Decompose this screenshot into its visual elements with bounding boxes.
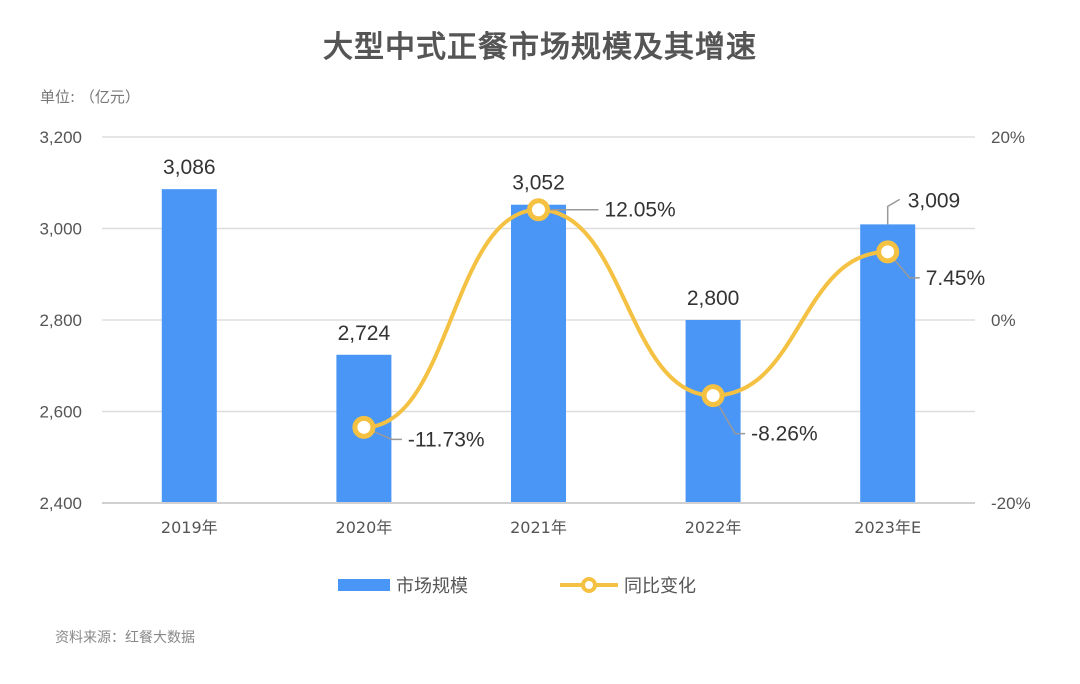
left-tick-label: 3,200 — [39, 128, 82, 147]
legend-label-market-size: 市场规模 — [396, 576, 468, 597]
line-value-label: 7.45% — [926, 267, 986, 290]
bar — [860, 224, 916, 502]
x-tick-label: 2019年 — [161, 518, 218, 537]
line-marker-icon — [352, 415, 376, 439]
right-tick-label: 0% — [991, 311, 1016, 330]
line-series — [361, 207, 890, 430]
line-value-label: -11.73% — [408, 428, 485, 451]
bar-value-label: 3,052 — [512, 172, 565, 195]
right-tick-label: -20% — [991, 494, 1031, 513]
chart-title: 大型中式正餐市场规模及其增速 — [323, 30, 757, 65]
line-value-label: 12.05% — [605, 199, 676, 222]
x-tick-label: 2020年 — [336, 518, 393, 537]
bar-series — [161, 189, 916, 502]
bar — [161, 189, 217, 502]
label-leader-line — [886, 198, 901, 225]
x-tick-label: 2023年E — [854, 518, 921, 537]
left-axis: 2,400 2,600 2,800 3,000 3,200 — [39, 128, 82, 513]
bar-labels: 3,086 2,724 3,052 2,800 3,009 — [163, 156, 960, 345]
line-marker-icon — [527, 198, 550, 222]
label-leader-line — [712, 395, 746, 435]
legend-item-market-size: 市场规模 — [338, 572, 468, 598]
bar-swatch-icon — [338, 579, 390, 591]
unit-label: 单位: （亿元） — [40, 88, 140, 106]
trend-line — [361, 207, 890, 430]
left-tick-label: 2,600 — [39, 403, 82, 422]
left-tick-label: 3,000 — [39, 220, 82, 239]
line-marker-icon — [876, 240, 900, 264]
bar — [685, 320, 741, 502]
x-axis: 2019年 2020年 2021年 2022年 2023年E — [161, 518, 921, 537]
line-value-label: -8.26% — [751, 423, 818, 446]
line-marker-swatch-icon — [560, 577, 618, 593]
legend: 市场规模 同比变化 — [0, 572, 1080, 600]
left-tick-label: 2,400 — [39, 494, 82, 513]
bar-value-label: 2,724 — [338, 322, 391, 345]
right-tick-label: 20% — [991, 128, 1025, 147]
bar-value-label: 2,800 — [687, 287, 740, 310]
chart-plot: 2,400 2,600 2,800 3,000 3,200 -20% 0% 20% 2019… — [39, 128, 1031, 537]
bar-value-label: 3,009 — [908, 189, 961, 212]
bar-value-label: 3,086 — [163, 156, 216, 179]
bar — [511, 204, 566, 502]
x-tick-label: 2022年 — [685, 518, 742, 537]
line-labels: -11.73% 12.05% -8.26% 7.45% — [352, 198, 986, 451]
legend-item-yoy-change: 同比变化 — [560, 572, 696, 598]
right-axis: -20% 0% 20% — [991, 128, 1031, 513]
source-note: 资料来源：红餐大数据 — [55, 630, 195, 646]
left-tick-label: 2,800 — [39, 311, 82, 330]
legend-label-yoy-change: 同比变化 — [624, 576, 696, 597]
line-marker-icon — [701, 384, 725, 408]
x-tick-label: 2021年 — [510, 518, 567, 537]
